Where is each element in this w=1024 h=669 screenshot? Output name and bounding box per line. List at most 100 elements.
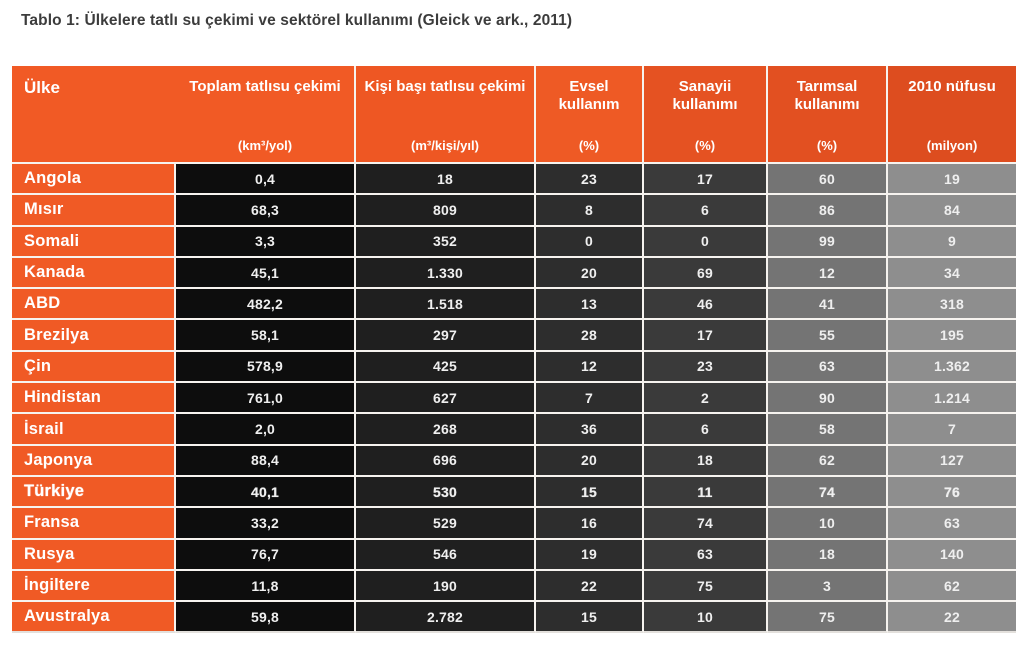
value-cell: 40,1 [176, 476, 356, 509]
value-cell: 8 [536, 195, 644, 227]
value-cell: 18 [356, 164, 536, 196]
country-cell: Japonya [12, 445, 176, 477]
value-cell: 195 [888, 320, 1016, 352]
country-cell: ABD [12, 289, 176, 321]
table-row: Türkiye 40,1 530 15 11 74 76 [12, 476, 1016, 509]
value-cell: 59,8 [176, 602, 356, 634]
table-row: Somali 3,3 352 0 0 99 9 [12, 226, 1016, 258]
value-cell: 1.330 [356, 257, 536, 290]
value-cell: 58 [768, 414, 888, 446]
table-body: Angola 0,4 18 23 17 60 19 Mısır 68,3 809 8 6 86 84 Som… [12, 164, 1016, 634]
value-cell: 46 [644, 289, 768, 321]
table-row: İngiltere 11,8 190 22 75 3 62 [12, 570, 1016, 603]
value-cell: 696 [356, 445, 536, 477]
country-cell: Mısır [12, 195, 176, 227]
value-cell: 18 [644, 445, 768, 477]
value-cell: 58,1 [176, 320, 356, 352]
value-cell: 15 [536, 602, 644, 634]
value-cell: 268 [356, 414, 536, 446]
value-cell: 425 [356, 351, 536, 384]
value-cell: 62 [768, 445, 888, 477]
value-cell: 140 [888, 539, 1016, 571]
value-cell: 2 [644, 383, 768, 415]
value-cell: 19 [536, 539, 644, 571]
value-cell: 99 [768, 226, 888, 258]
value-cell: 10 [768, 508, 888, 540]
value-cell: 12 [768, 257, 888, 290]
value-cell: 76 [888, 476, 1016, 509]
value-cell: 19 [888, 164, 1016, 196]
value-cell: 297 [356, 320, 536, 352]
value-cell: 1.362 [888, 351, 1016, 384]
table-row: Kanada 45,1 1.330 20 69 12 34 [12, 257, 1016, 290]
country-cell: İsrail [12, 414, 176, 446]
country-cell: Türkiye [12, 476, 176, 509]
table-row: Brezilya 58,1 297 28 17 55 195 [12, 320, 1016, 352]
country-cell: Somali [12, 226, 176, 258]
table-row: ABD 482,2 1.518 13 46 41 318 [12, 289, 1016, 321]
value-cell: 2,0 [176, 414, 356, 446]
table-header: Ülke Toplam tatlısu çekimi (km³/yol) Kiş… [12, 66, 1016, 164]
column-header-agricultural-use: Tarımsal kullanımı (%) [768, 66, 888, 164]
value-cell: 1.214 [888, 383, 1016, 415]
value-cell: 86 [768, 195, 888, 227]
value-cell: 529 [356, 508, 536, 540]
value-cell: 482,2 [176, 289, 356, 321]
value-cell: 68,3 [176, 195, 356, 227]
value-cell: 20 [536, 445, 644, 477]
value-cell: 13 [536, 289, 644, 321]
value-cell: 6 [644, 195, 768, 227]
value-cell: 1.518 [356, 289, 536, 321]
value-cell: 7 [536, 383, 644, 415]
value-cell: 45,1 [176, 257, 356, 290]
value-cell: 63 [768, 351, 888, 384]
value-cell: 11 [644, 476, 768, 509]
column-header-population-2010: 2010 nüfusu (milyon) [888, 66, 1016, 164]
value-cell: 55 [768, 320, 888, 352]
value-cell: 17 [644, 320, 768, 352]
value-cell: 22 [888, 602, 1016, 634]
value-cell: 3 [768, 570, 888, 603]
value-cell: 74 [644, 508, 768, 540]
table-row: Angola 0,4 18 23 17 60 19 [12, 164, 1016, 196]
table-row: Avustralya 59,8 2.782 15 10 75 22 [12, 602, 1016, 634]
table-row: Rusya 76,7 546 19 63 18 140 [12, 539, 1016, 571]
value-cell: 84 [888, 195, 1016, 227]
value-cell: 34 [888, 257, 1016, 290]
value-cell: 7 [888, 414, 1016, 446]
value-cell: 75 [768, 602, 888, 634]
country-cell: Fransa [12, 508, 176, 540]
value-cell: 15 [536, 476, 644, 509]
value-cell: 530 [356, 476, 536, 509]
value-cell: 41 [768, 289, 888, 321]
column-header-country: Ülke [24, 78, 60, 97]
table-row: Mısır 68,3 809 8 6 86 84 [12, 195, 1016, 227]
value-cell: 62 [888, 570, 1016, 603]
country-cell: İngiltere [12, 570, 176, 603]
header-cell-country-and-total: Ülke Toplam tatlısu çekimi (km³/yol) [12, 66, 356, 164]
value-cell: 0 [536, 226, 644, 258]
value-cell: 63 [888, 508, 1016, 540]
value-cell: 0,4 [176, 164, 356, 196]
country-cell: Angola [12, 164, 176, 196]
value-cell: 9 [888, 226, 1016, 258]
value-cell: 60 [768, 164, 888, 196]
value-cell: 190 [356, 570, 536, 603]
table-row: Fransa 33,2 529 16 74 10 63 [12, 508, 1016, 540]
value-cell: 3,3 [176, 226, 356, 258]
value-cell: 20 [536, 257, 644, 290]
value-cell: 11,8 [176, 570, 356, 603]
value-cell: 12 [536, 351, 644, 384]
value-cell: 0 [644, 226, 768, 258]
value-cell: 33,2 [176, 508, 356, 540]
value-cell: 546 [356, 539, 536, 571]
freshwater-usage-table: Ülke Toplam tatlısu çekimi (km³/yol) Kiş… [12, 66, 1016, 634]
table-row: Çin 578,9 425 12 23 63 1.362 [12, 351, 1016, 384]
value-cell: 23 [644, 351, 768, 384]
country-cell: Rusya [12, 539, 176, 571]
value-cell: 69 [644, 257, 768, 290]
column-header-industrial-use: Sanayii kullanımı (%) [644, 66, 768, 164]
table-row: İsrail 2,0 268 36 6 58 7 [12, 414, 1016, 446]
value-cell: 809 [356, 195, 536, 227]
